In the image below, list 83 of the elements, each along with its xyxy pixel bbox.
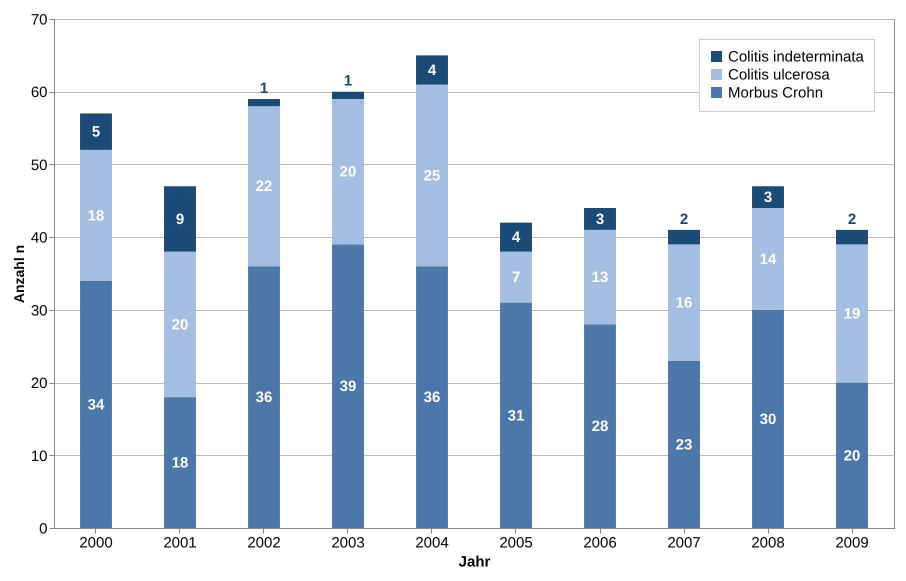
y-tick-label: 60 bbox=[30, 84, 48, 102]
x-tick-label: 2003 bbox=[331, 534, 365, 552]
legend-label: Colitis indeterminata bbox=[728, 48, 865, 66]
data-label: 31 bbox=[508, 407, 524, 424]
data-label: 2 bbox=[848, 210, 856, 228]
bar bbox=[332, 244, 364, 528]
x-axis-title: Jahr bbox=[458, 554, 491, 570]
x-tick-label: 2002 bbox=[247, 534, 281, 552]
x-tick-label: 2009 bbox=[835, 534, 869, 552]
bar bbox=[752, 186, 784, 208]
bar bbox=[164, 252, 196, 398]
x-tick-label: 2008 bbox=[751, 534, 785, 552]
x-tick-label: 2001 bbox=[163, 534, 197, 552]
data-label: 28 bbox=[592, 418, 608, 436]
bar bbox=[332, 98, 364, 244]
bar bbox=[500, 222, 532, 252]
bar bbox=[332, 92, 364, 99]
y-tick-label: 0 bbox=[39, 520, 48, 538]
data-label: 1 bbox=[344, 72, 352, 90]
data-label: 9 bbox=[176, 210, 184, 228]
bar bbox=[164, 186, 196, 252]
bar bbox=[668, 230, 700, 244]
data-label: 18 bbox=[88, 207, 104, 224]
data-label: 36 bbox=[424, 389, 440, 406]
data-label: 20 bbox=[844, 447, 860, 464]
data-label: 23 bbox=[676, 436, 692, 454]
bar bbox=[500, 252, 532, 303]
data-label: 2 bbox=[680, 210, 688, 228]
legend-label: Morbus Crohn bbox=[728, 84, 824, 102]
bar bbox=[500, 302, 532, 528]
legend-label: Colitis ulcerosa bbox=[728, 66, 830, 84]
bar bbox=[248, 266, 280, 528]
x-tick-label: 2006 bbox=[583, 534, 617, 552]
data-label: 20 bbox=[172, 316, 188, 334]
bar bbox=[668, 360, 700, 528]
data-label: 25 bbox=[424, 167, 440, 184]
data-label: 34 bbox=[88, 396, 105, 414]
data-label: 39 bbox=[340, 378, 356, 396]
bar bbox=[836, 230, 868, 244]
y-tick-label: 70 bbox=[30, 12, 48, 28]
data-label: 16 bbox=[676, 294, 692, 312]
bar bbox=[164, 397, 196, 528]
data-label: 3 bbox=[764, 189, 772, 206]
y-tick-label: 10 bbox=[30, 448, 48, 465]
bar bbox=[584, 208, 616, 230]
data-label: 36 bbox=[256, 389, 272, 406]
data-label: 22 bbox=[256, 178, 272, 196]
data-label: 19 bbox=[844, 305, 860, 322]
bar bbox=[752, 208, 784, 310]
data-label: 14 bbox=[760, 250, 777, 268]
bar bbox=[248, 106, 280, 266]
data-label: 1 bbox=[260, 80, 268, 97]
y-axis-title: Anzahl n bbox=[10, 244, 27, 304]
bar bbox=[416, 55, 448, 84]
x-tick-label: 2004 bbox=[415, 534, 449, 552]
y-tick-label: 20 bbox=[30, 375, 48, 392]
x-tick-label: 2000 bbox=[79, 534, 113, 552]
x-tick-label: 2005 bbox=[499, 534, 533, 552]
y-tick-label: 30 bbox=[30, 302, 48, 320]
data-label: 20 bbox=[340, 164, 356, 181]
bar bbox=[80, 280, 112, 528]
x-tick-label: 2007 bbox=[667, 534, 701, 552]
bar bbox=[248, 98, 280, 106]
data-label: 4 bbox=[428, 62, 437, 79]
bar bbox=[752, 310, 784, 528]
bar bbox=[80, 150, 112, 281]
data-label: 4 bbox=[512, 229, 521, 246]
data-label: 3 bbox=[596, 210, 604, 228]
data-label: 13 bbox=[592, 269, 608, 286]
bar bbox=[584, 230, 616, 324]
bar bbox=[80, 114, 112, 150]
data-label: 18 bbox=[172, 454, 188, 472]
y-tick-label: 40 bbox=[30, 230, 48, 247]
data-label: 30 bbox=[760, 410, 776, 428]
bar bbox=[668, 244, 700, 361]
y-tick-label: 50 bbox=[30, 156, 48, 174]
data-label: 5 bbox=[92, 124, 100, 141]
data-label: 7 bbox=[512, 269, 520, 286]
bar bbox=[416, 84, 448, 266]
bar bbox=[584, 324, 616, 528]
bar bbox=[836, 244, 868, 383]
bar bbox=[416, 266, 448, 528]
bar bbox=[836, 382, 868, 528]
